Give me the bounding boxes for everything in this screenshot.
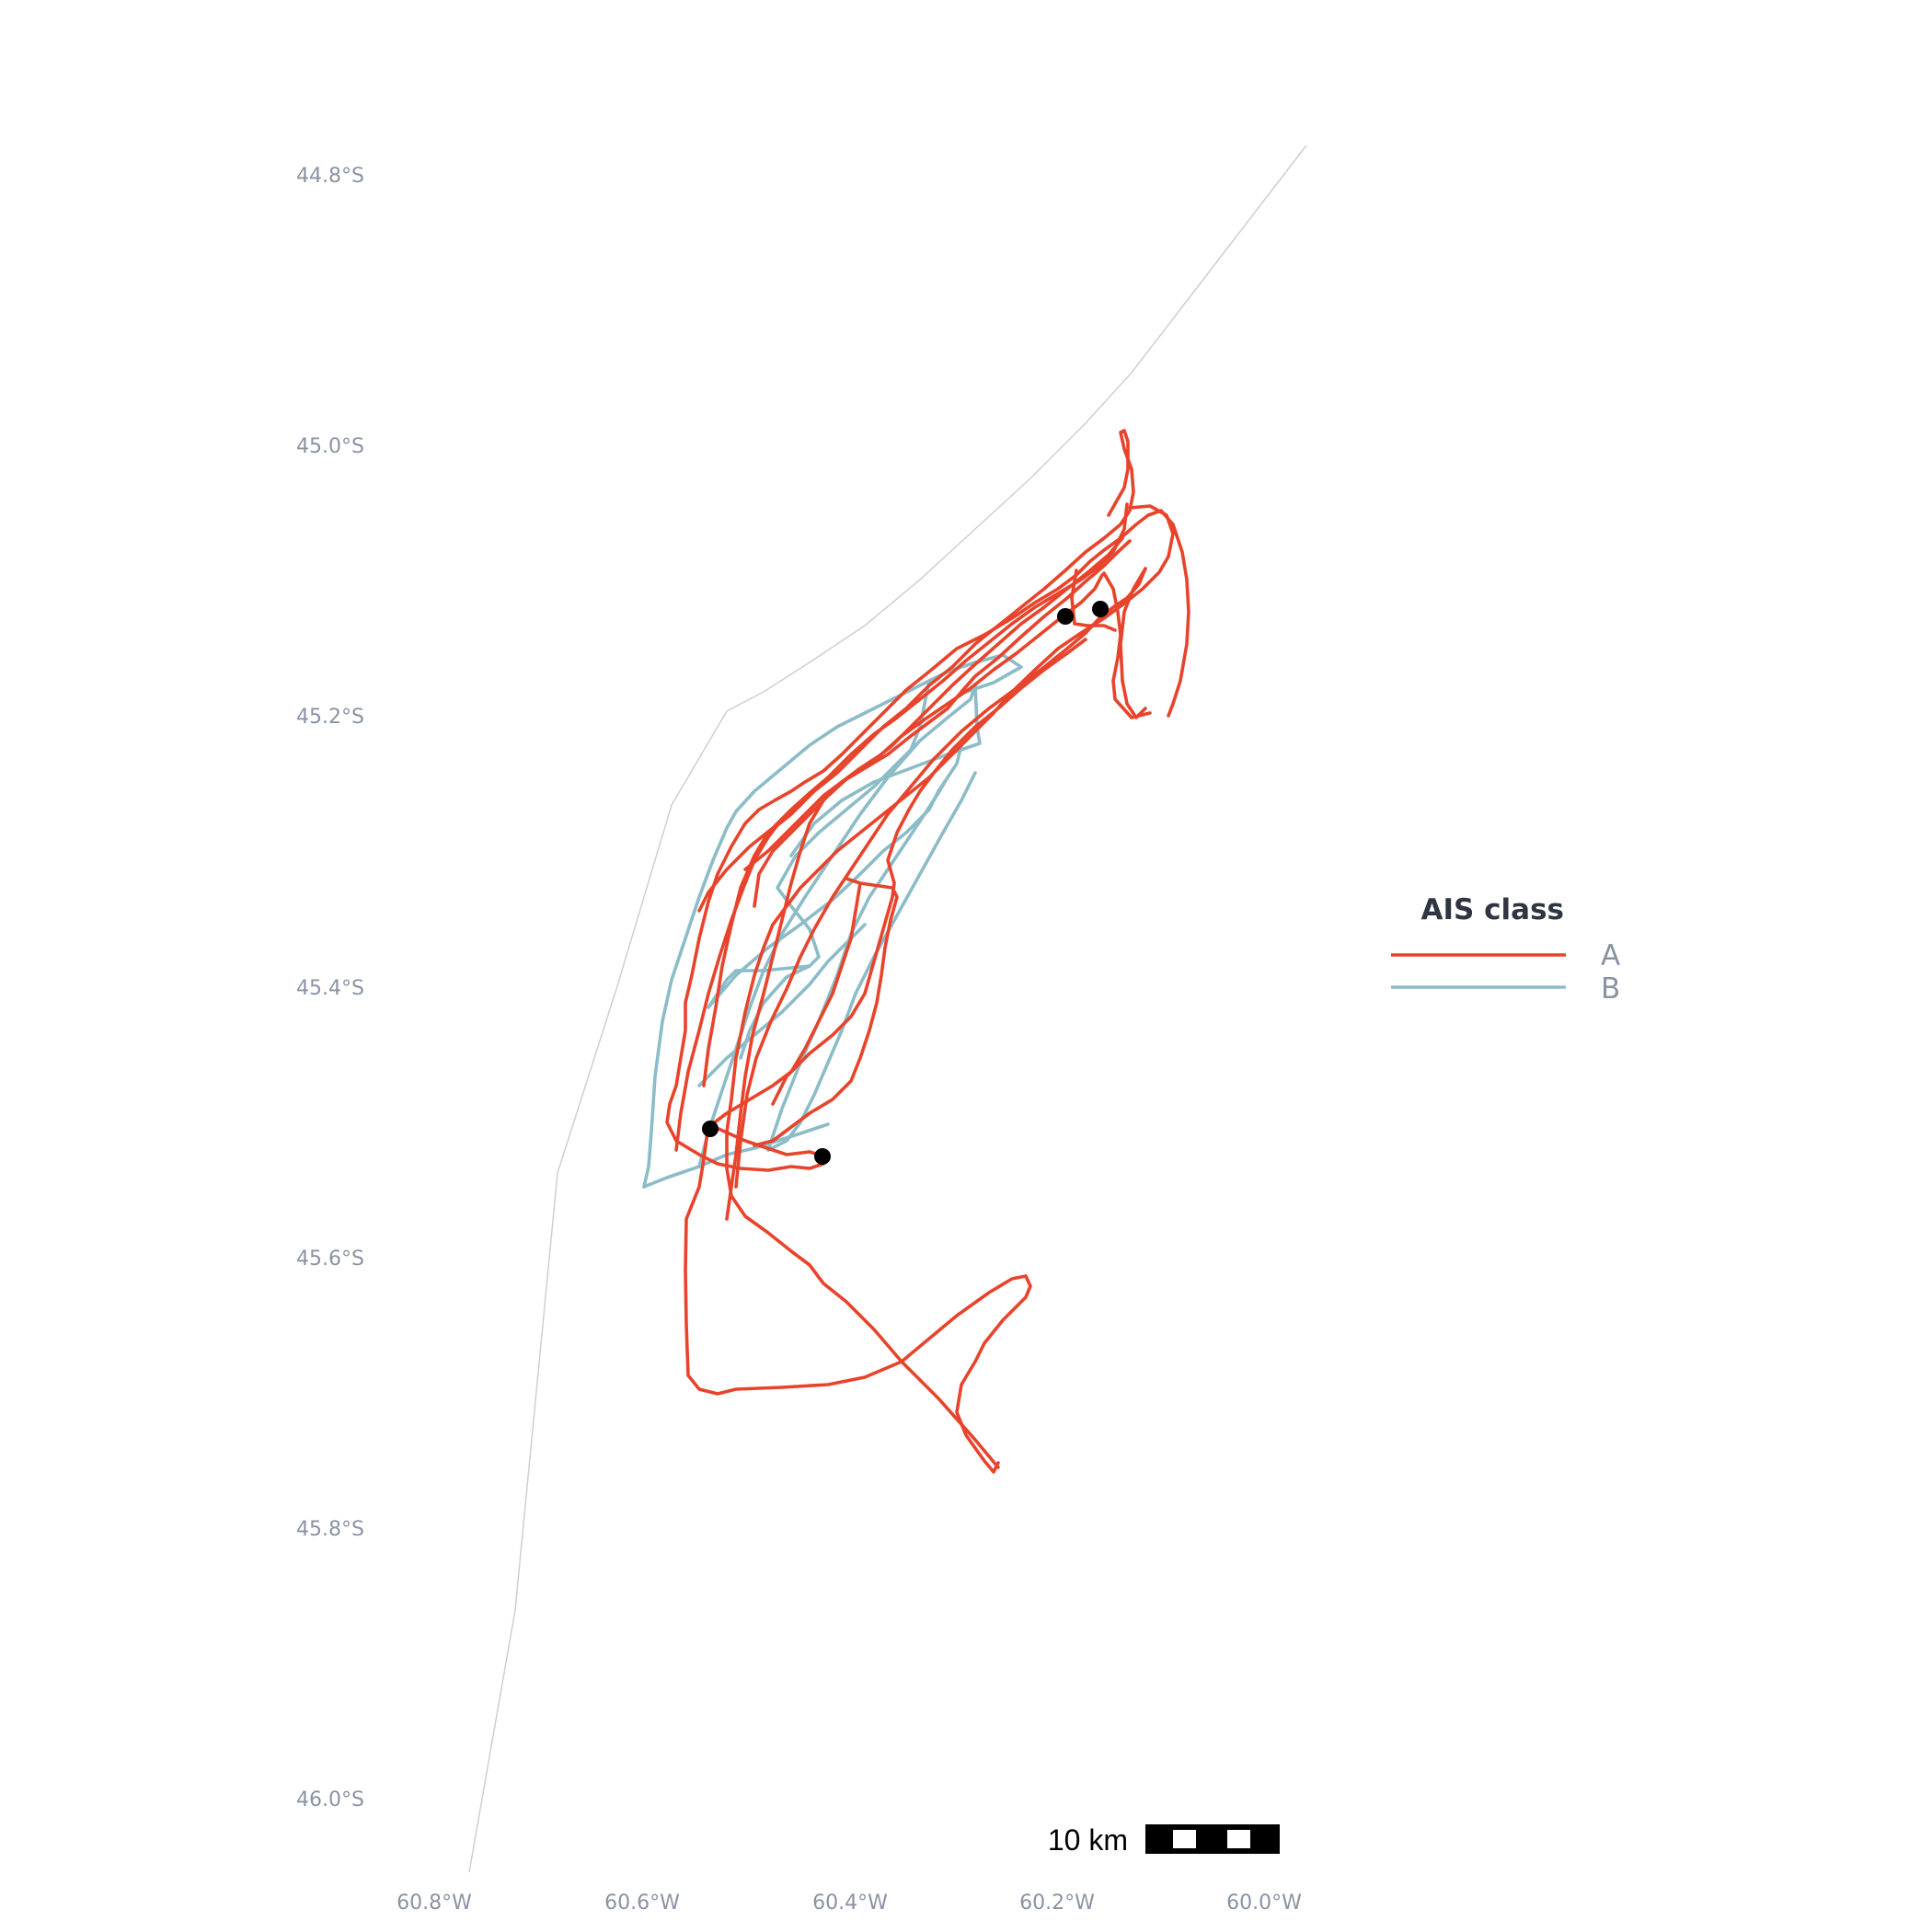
scale-bar-frame [1145, 1824, 1280, 1854]
endpoint-marker [702, 1121, 719, 1137]
latitude-axis: 44.8°S 45.0°S 45.2°S 45.4°S 45.6°S 45.8°… [296, 165, 364, 1811]
endpoint-marker [814, 1148, 831, 1165]
track-a [674, 803, 802, 1152]
lon-tick-label: 60.2°W [1019, 1892, 1095, 1915]
scale-bar-segment [1227, 1830, 1250, 1848]
track-a [753, 877, 899, 1147]
track-a [665, 509, 1190, 1172]
scale-bar-label: 10 km [1048, 1823, 1128, 1857]
lat-tick-label: 45.8°S [296, 1518, 364, 1541]
track-endpoint-markers [702, 601, 1109, 1165]
class-b-tracks [642, 653, 1023, 1189]
track-a [753, 536, 1124, 908]
track-b [766, 776, 949, 1152]
track-a [707, 881, 862, 1129]
track-b [697, 684, 982, 1168]
longitude-axis: 60.8°W 60.6°W 60.4°W 60.2°W 60.0°W [397, 1892, 1302, 1915]
legend-label-b: B [1601, 972, 1620, 1006]
track-b [697, 923, 867, 1087]
class-a-tracks [665, 429, 1190, 1474]
scale-bar: 10 km [1048, 1823, 1280, 1857]
lon-tick-label: 60.8°W [397, 1892, 472, 1915]
track-a [771, 638, 1087, 1106]
legend: AIS class A B [1391, 893, 1620, 1006]
endpoint-marker [1057, 608, 1074, 625]
lat-tick-label: 44.8°S [296, 165, 364, 188]
lon-tick-label: 60.6°W [604, 1892, 680, 1915]
track-a [702, 429, 1135, 1087]
endpoint-marker [1092, 601, 1109, 617]
lon-tick-label: 60.4°W [812, 1892, 888, 1915]
scale-bar-segment [1173, 1830, 1196, 1848]
track-b [766, 771, 977, 1152]
legend-title: AIS class [1421, 893, 1564, 926]
track-a [1102, 571, 1152, 719]
lat-tick-label: 45.4°S [296, 977, 364, 1000]
track-a [697, 502, 1129, 913]
boundary-line [468, 144, 1307, 1873]
lat-tick-label: 45.0°S [296, 435, 364, 458]
lon-tick-label: 60.0°W [1226, 1892, 1302, 1915]
track-a [734, 567, 1147, 1189]
track-b [707, 964, 811, 1009]
lat-tick-label: 45.6°S [296, 1248, 364, 1271]
track-b [739, 679, 931, 1060]
track-a [1070, 569, 1117, 632]
lat-tick-label: 46.0°S [296, 1788, 364, 1811]
track-a [725, 504, 1175, 1469]
lat-tick-label: 45.2°S [296, 706, 364, 729]
track-a [684, 1122, 1032, 1474]
track-b [642, 653, 1023, 1189]
legend-label-a: A [1601, 939, 1620, 972]
